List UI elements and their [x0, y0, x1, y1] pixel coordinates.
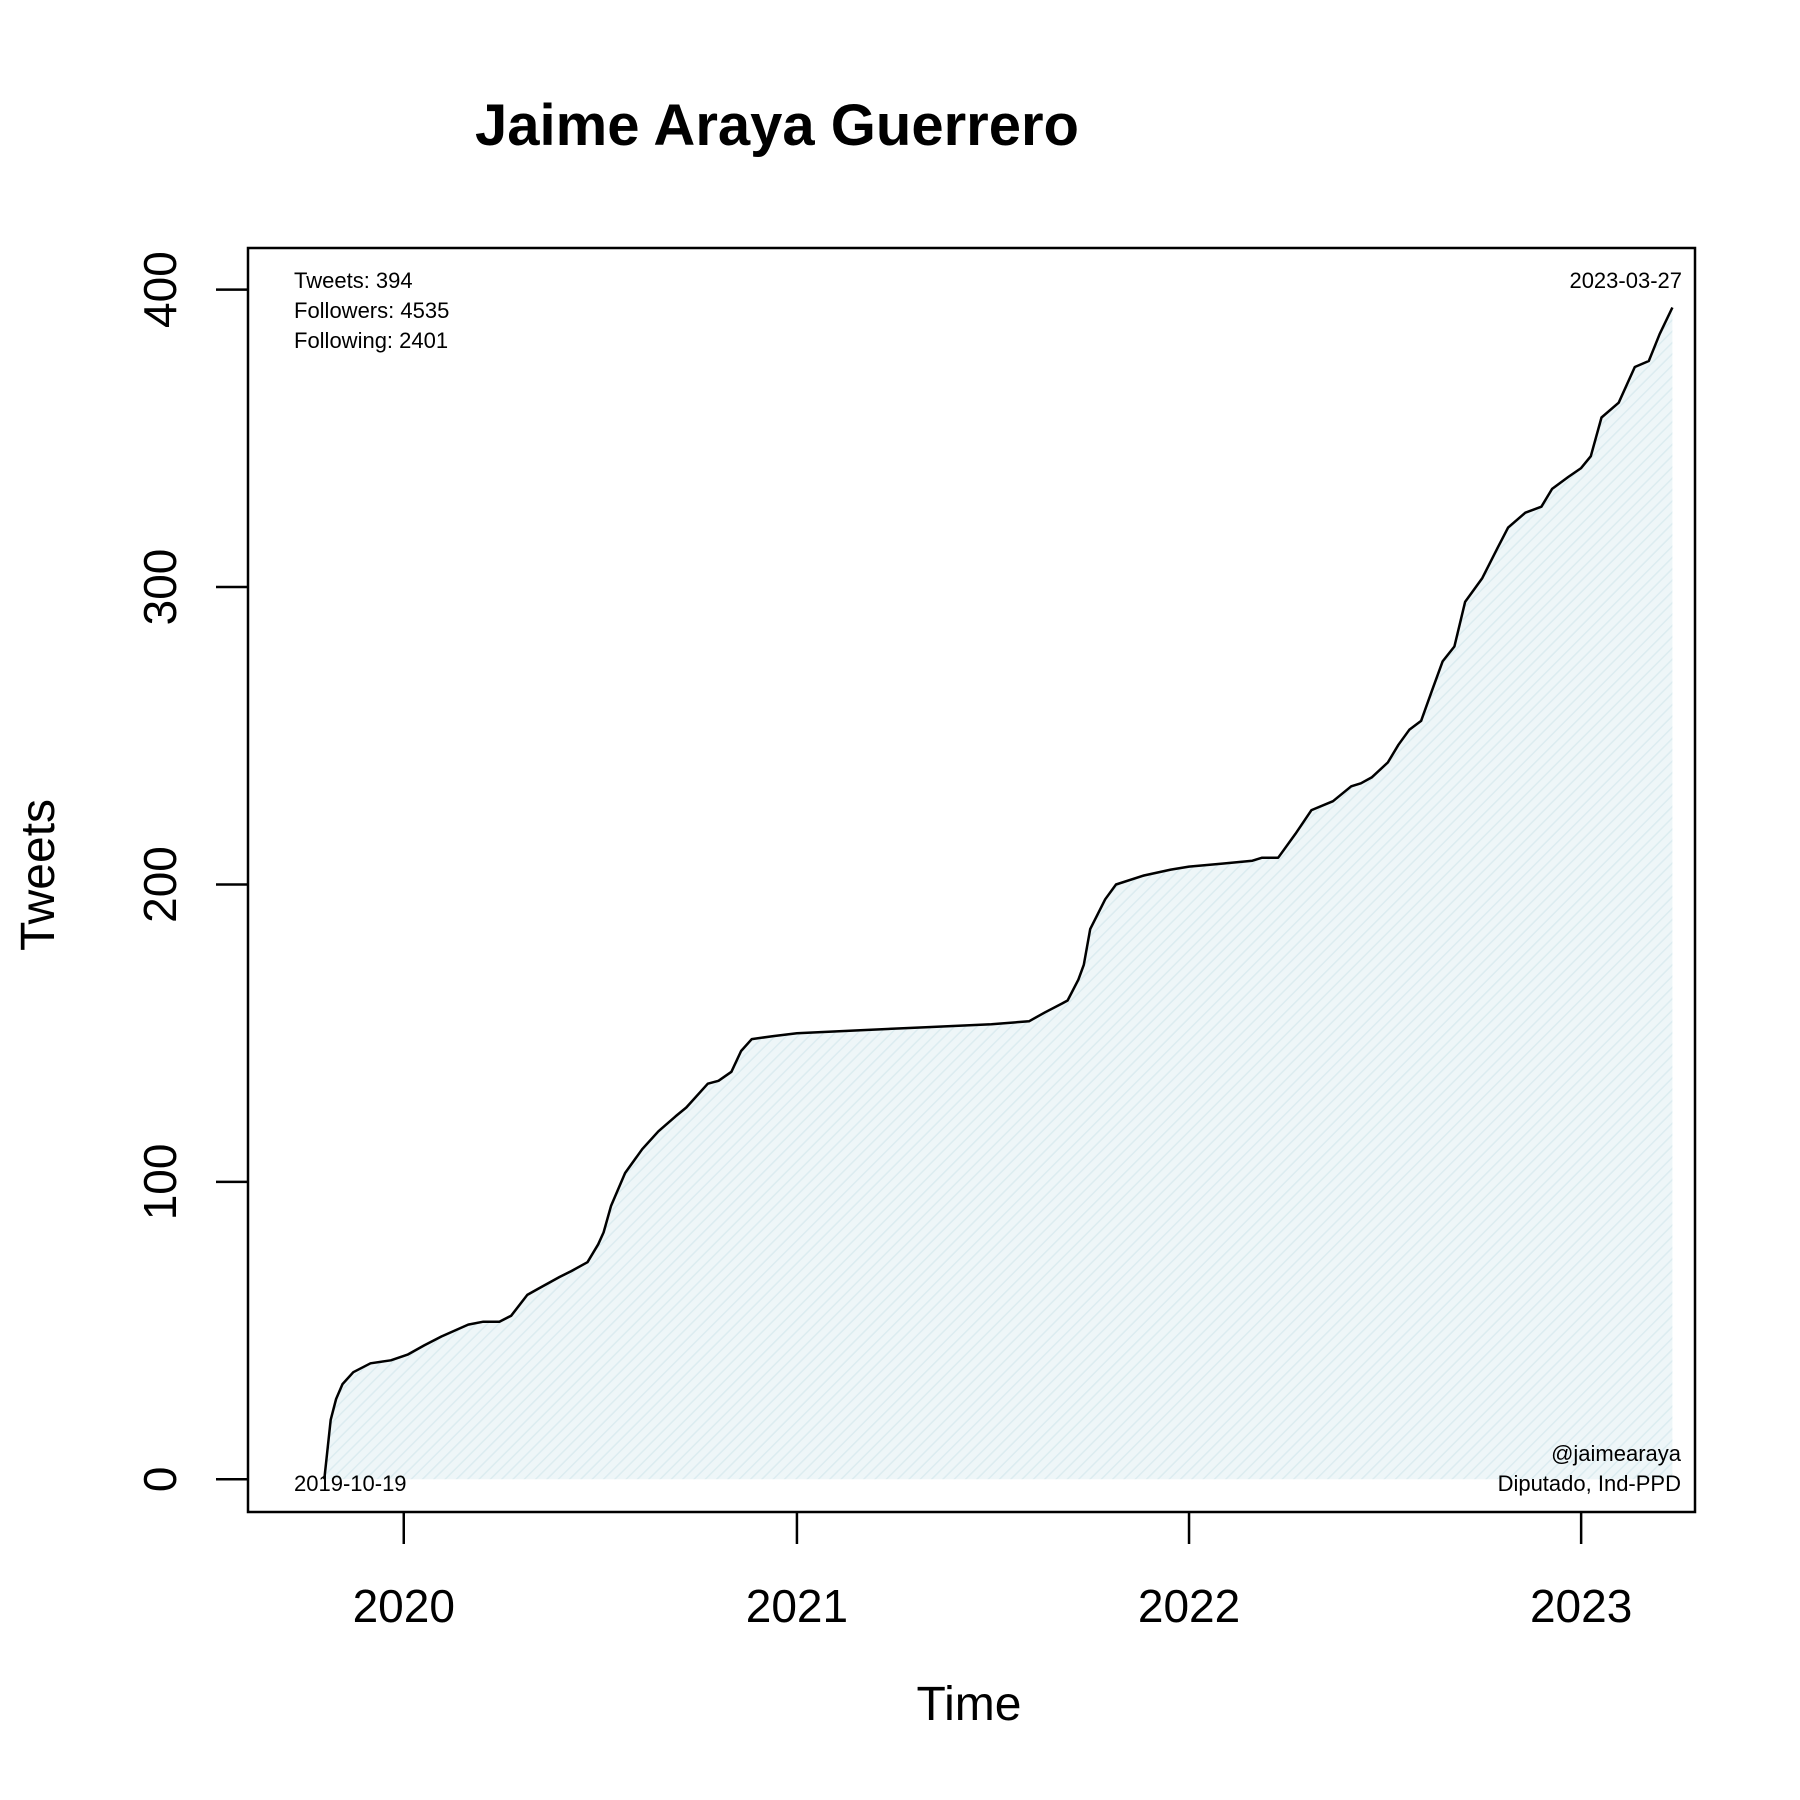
y-tick-label: 100 [134, 1144, 186, 1221]
stats-followers: Followers: 4535 [294, 298, 449, 323]
x-axis-label: Time [917, 1678, 1022, 1731]
y-tick-label: 400 [134, 251, 186, 328]
x-tick-label: 2021 [746, 1580, 848, 1632]
stats-following: Following: 2401 [294, 328, 448, 353]
y-axis-label: Tweets [12, 799, 65, 951]
y-tick-label: 300 [134, 549, 186, 626]
series-line [323, 306, 1674, 1480]
y-tick-label: 200 [134, 846, 186, 923]
stats-tweets: Tweets: 394 [294, 268, 413, 293]
handle-label: @jaimearaya [1551, 1441, 1682, 1466]
x-tick-label: 2020 [353, 1580, 455, 1632]
chart-title: Jaime Araya Guerrero [475, 93, 1079, 158]
end-date-label: 2023-03-27 [1569, 268, 1682, 293]
y-tick-label: 0 [134, 1467, 186, 1493]
x-tick-label: 2023 [1530, 1580, 1632, 1632]
role-label: Diputado, Ind-PPD [1498, 1471, 1681, 1496]
area-fill [324, 307, 1673, 1480]
plot-area [323, 306, 1674, 1480]
axes: 2020 2021 2022 2023 0 100 200 300 400 [134, 246, 1697, 1632]
x-tick-label: 2022 [1138, 1580, 1240, 1632]
plot-frame [246, 246, 1697, 1514]
start-date-label: 2019-10-19 [294, 1471, 407, 1496]
